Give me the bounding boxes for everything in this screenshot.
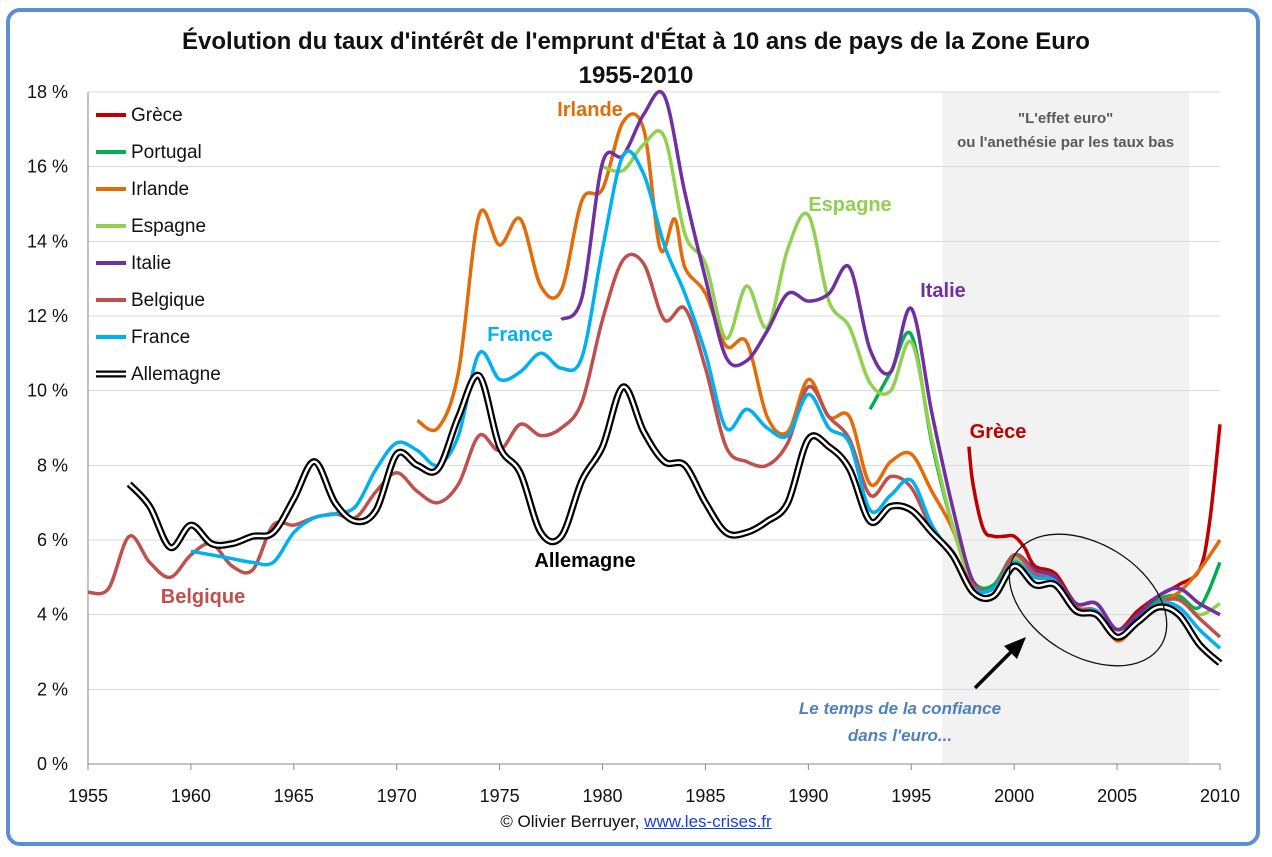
series-france-line: [190, 149, 1222, 650]
series-label: Italie: [920, 280, 966, 302]
series-label: Belgique: [161, 586, 245, 608]
x-tick-label: 1955: [68, 786, 108, 806]
x-tick-label: 1985: [685, 786, 725, 806]
euro-period-label: "L'effet euro": [1018, 110, 1113, 127]
annotation-arrow: [973, 646, 1017, 690]
annotation-text: dans l'euro...: [848, 726, 952, 745]
y-tick-label: 14 %: [27, 231, 68, 251]
y-tick-label: 4 %: [37, 605, 68, 625]
series-label: Allemagne: [534, 550, 635, 572]
legend-label: Portugal: [131, 142, 202, 163]
x-tick-label: 2010: [1200, 786, 1240, 806]
y-tick-label: 6 %: [37, 530, 68, 550]
y-tick-label: 18 %: [27, 82, 68, 102]
credit-link[interactable]: www.les-crises.fr: [644, 812, 772, 831]
legend-label: Allemagne: [131, 364, 221, 385]
series-italie-line: [560, 89, 1221, 632]
series-label: Irlande: [557, 99, 623, 121]
x-tick-label: 2000: [994, 786, 1034, 806]
annotation-ellipse: [1008, 533, 1168, 667]
series-allemagne-line-inner: [128, 374, 1221, 665]
y-tick-label: 2 %: [37, 679, 68, 699]
euro-period-label: ou l'anethésie par les taux bas: [957, 134, 1174, 151]
legend-label: Irlande: [131, 179, 189, 200]
legend-label: Belgique: [131, 290, 205, 311]
chart-title: Évolution du taux d'intérêt de l'emprunt…: [182, 28, 1090, 55]
annotation-text: Le temps de la confiance: [799, 699, 1001, 718]
legend-label: Italie: [131, 253, 171, 274]
credit-text: © Olivier Berruyer,: [500, 812, 640, 831]
y-tick-label: 0 %: [37, 754, 68, 774]
x-tick-label: 1975: [480, 786, 520, 806]
legend-label: Espagne: [131, 216, 206, 237]
x-tick-label: 2005: [1097, 786, 1137, 806]
x-tick-label: 1965: [274, 786, 314, 806]
legend-label: Grèce: [131, 105, 183, 126]
y-tick-label: 12 %: [27, 306, 68, 326]
series-label: France: [487, 324, 553, 346]
credit: © Olivier Berruyer, www.les-crises.fr: [0, 812, 1272, 832]
x-tick-label: 1990: [788, 786, 828, 806]
x-tick-label: 1970: [377, 786, 417, 806]
x-tick-label: 1980: [583, 786, 623, 806]
y-tick-label: 10 %: [27, 381, 68, 401]
series-label: Espagne: [808, 194, 891, 216]
series-label: Grèce: [970, 421, 1027, 443]
y-tick-label: 8 %: [37, 455, 68, 475]
x-tick-label: 1995: [891, 786, 931, 806]
x-tick-label: 1960: [171, 786, 211, 806]
y-tick-label: 16 %: [27, 157, 68, 177]
annotation-arrowhead: [1004, 637, 1026, 659]
chart-subtitle: 1955-2010: [578, 62, 694, 89]
legend-label: France: [131, 327, 190, 348]
